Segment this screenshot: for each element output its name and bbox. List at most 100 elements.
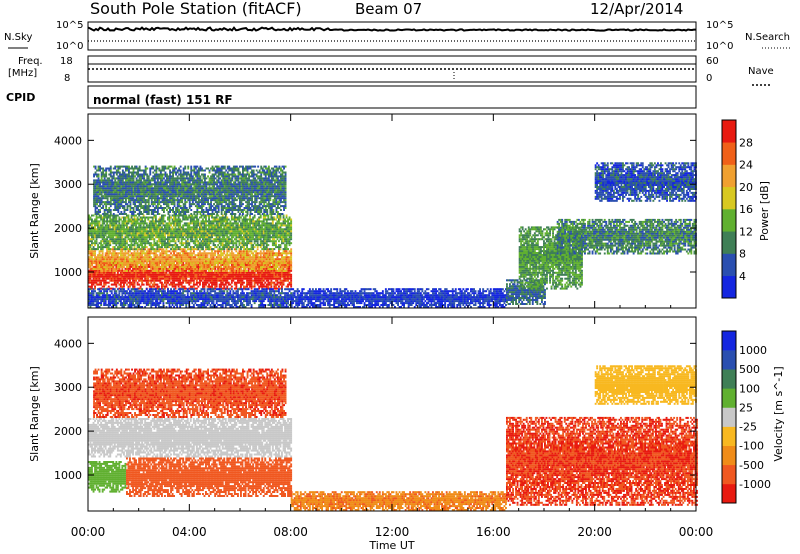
data-cell [119,275,122,278]
data-cell [164,264,166,267]
data-cell [101,222,104,225]
data-cell [133,260,136,263]
data-cell [101,273,104,276]
data-cell [113,214,116,217]
data-cell [186,244,189,247]
data-cell [119,218,122,221]
data-cell [226,273,229,276]
data-cell [145,260,148,263]
data-cell [98,224,101,227]
data-cell [244,228,247,231]
data-cell [110,269,113,272]
data-cell [94,242,96,245]
data-cell [185,267,188,270]
data-cell [161,238,163,241]
data-cell [129,275,131,278]
data-cell [197,256,200,259]
data-cell [235,256,238,259]
data-cell [267,244,270,247]
data-cell [195,244,198,247]
data-cell [176,238,179,241]
data-cell [161,285,163,288]
data-cell [168,273,171,276]
data-cell [101,266,104,269]
data-cell [144,279,147,282]
data-cell [261,266,264,269]
data-cell [127,260,130,263]
data-cell [121,248,124,251]
data-cell [133,277,136,280]
data-cell [179,275,182,278]
data-cell [232,256,235,259]
data-cell [261,252,264,255]
data-cell [156,240,159,243]
data-cell [162,232,165,235]
data-cell [255,273,258,276]
data-cell [133,267,136,270]
data-cell [89,262,92,265]
data-cell [271,277,274,280]
data-cell [98,220,101,223]
data-cell [246,222,248,225]
data-cell [147,281,150,284]
data-cell [185,254,188,257]
data-cell [162,275,165,278]
data-cell [247,242,250,245]
data-cell [113,224,116,227]
data-cell [182,277,185,280]
data-cell [278,258,280,261]
data-cell [142,216,145,219]
data-cell [148,283,151,286]
data-cell [154,244,157,247]
data-cell [220,273,223,276]
data-cell [200,224,203,227]
data-cell [226,236,229,239]
data-cell [211,214,213,217]
data-cell [185,244,188,247]
data-cell [268,250,271,253]
data-cell [206,252,209,255]
data-cell [262,250,265,253]
power-data-cells [88,162,697,308]
data-cell [106,232,109,235]
data-cell [203,266,206,269]
data-cell [255,224,258,227]
data-cell [200,275,203,278]
data-cell [232,234,235,237]
data-cell [132,285,134,288]
data-cell [179,256,182,259]
data-cell [139,285,142,288]
data-cell [127,226,130,229]
data-cell [106,266,109,269]
data-cell [226,271,229,274]
data-cell [268,277,271,280]
data-cell [246,248,248,251]
data-cell [91,244,93,247]
data-cell [197,248,200,251]
data-cell [226,252,229,255]
data-cell [115,242,118,245]
data-cell [147,242,150,245]
data-cell [192,262,195,265]
freq-tick-bottom: 8 [64,73,70,84]
data-cell [107,248,110,251]
data-cell [267,252,270,255]
data-cell [223,232,226,235]
data-cell [238,273,241,276]
data-cell [249,238,251,241]
data-cell [95,222,98,225]
data-cell [107,246,110,249]
data-cell [229,277,232,280]
data-cell [197,244,200,247]
data-cell [233,230,236,233]
data-cell [156,260,159,263]
data-cell [288,262,291,265]
data-cell [197,269,200,272]
data-cell [127,250,130,253]
data-cell [164,279,166,282]
data-cell [126,266,128,269]
data-cell [113,268,116,271]
data-cell [157,264,160,267]
data-cell [94,220,96,223]
data-cell [208,277,210,280]
